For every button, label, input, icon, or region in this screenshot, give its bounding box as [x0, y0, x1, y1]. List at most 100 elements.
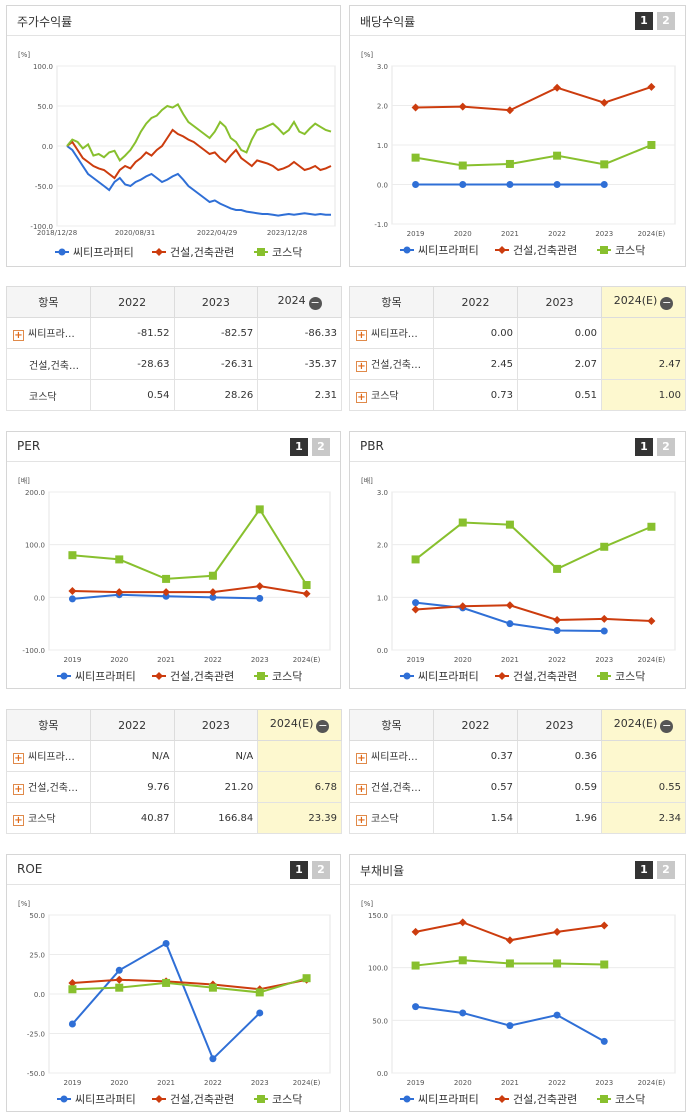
data-point-citi	[553, 627, 561, 635]
x-tick-label: 2020/08/31	[115, 229, 155, 237]
expand-icon[interactable]: +	[356, 815, 367, 826]
page-1-button[interactable]: 1	[290, 861, 308, 879]
table-cell: -82.57	[173, 317, 259, 349]
expand-icon[interactable]: +	[13, 784, 24, 795]
y-tick-label: -25.0	[27, 1031, 45, 1039]
x-tick-label: 2020	[110, 656, 128, 664]
table-cell: N/A	[173, 740, 259, 772]
table-header-cell: 항목	[349, 286, 434, 318]
y-tick-label: 1.0	[377, 142, 388, 150]
data-point-kosdaq	[553, 151, 562, 160]
collapse-icon[interactable]: −	[660, 719, 674, 733]
table-cell: 40.87	[89, 802, 175, 834]
data-point-kosdaq	[208, 571, 217, 580]
row-name: 건설,건축…	[371, 360, 421, 371]
row-name-cell: + 코스닥	[6, 802, 91, 834]
x-tick-label: 2021	[501, 230, 519, 238]
expand-icon[interactable]: +	[356, 330, 367, 341]
data-point-citi	[68, 595, 76, 603]
x-tick-label: 2023	[251, 656, 269, 664]
expand-icon[interactable]: +	[13, 815, 24, 826]
table-cell: 2.47	[601, 348, 686, 380]
row-name: 씨티프라…	[28, 329, 75, 340]
panel-title: 배당수익률	[360, 15, 416, 29]
data-point-kosdaq	[458, 161, 467, 170]
table-cell: 6.78	[257, 771, 342, 803]
page-1-button[interactable]: 1	[635, 438, 653, 456]
table-header-row: 항목 2022 2023 2024−	[6, 286, 342, 318]
legend-marker-construction	[155, 248, 163, 256]
dividend-chart: [%] 3.0 2.0 1.0 0.0 -1.0 2019 2020 2021 2022 2023 2…	[350, 36, 685, 264]
debt-ratio-chart: [%] 150.0 100.0 50.0 0.0 2019 2020 2021 2022 2023…	[350, 885, 685, 1113]
data-point-construction	[553, 615, 562, 624]
series-line-construction	[415, 604, 652, 623]
data-point-kosdaq	[302, 974, 311, 983]
table-cell: 2.07	[517, 348, 602, 380]
series-line-kosdaq	[414, 521, 652, 571]
y-tick-label: 100.0	[33, 63, 53, 71]
header-label: 2022	[461, 295, 490, 309]
row-name-cell: + 건설,건축…	[349, 348, 434, 380]
expand-icon[interactable]: +	[356, 784, 367, 795]
page-2-button[interactable]: 2	[312, 438, 330, 456]
data-point-citi	[506, 1022, 514, 1030]
row-name-cell: + 코스닥	[349, 802, 434, 834]
x-tick-label: 2022	[204, 656, 222, 664]
table-cell: -28.63	[89, 348, 175, 380]
y-tick-label: 100.0	[25, 542, 45, 550]
table-row: + 씨티프라… -81.52 -82.57 -86.33	[6, 317, 342, 349]
expand-icon[interactable]: +	[13, 330, 24, 341]
header-label: 2023	[201, 295, 230, 309]
data-point-kosdaq	[162, 574, 171, 583]
page-1-button[interactable]: 1	[635, 12, 653, 30]
table-header-cell: 항목	[349, 709, 434, 741]
row-name-cell: 코스닥	[6, 379, 91, 411]
data-point-construction	[162, 588, 171, 597]
y-tick-label: -100.0	[30, 223, 53, 231]
page-2-button[interactable]: 2	[657, 438, 675, 456]
expand-icon[interactable]: +	[356, 361, 367, 372]
data-point-construction	[553, 83, 562, 92]
y-tick-label: -100.0	[22, 647, 45, 655]
panel-header: PBR 1 2	[350, 432, 685, 462]
table-cell: 0.00	[517, 317, 602, 349]
collapse-icon[interactable]: −	[308, 296, 322, 310]
legend-label-construction: 건설,건축관련	[170, 1093, 234, 1106]
table-header-cell: 2022	[89, 286, 175, 318]
expand-icon[interactable]: +	[13, 753, 24, 764]
header-label: 2022	[118, 295, 147, 309]
page-1-button[interactable]: 1	[635, 861, 653, 879]
table-cell: 1.54	[433, 802, 518, 834]
page-2-button[interactable]: 2	[657, 12, 675, 30]
x-tick-label: 2019	[407, 230, 425, 238]
data-point-construction	[505, 106, 514, 115]
x-tick-label: 2024(E)	[638, 656, 666, 664]
expand-icon[interactable]: +	[356, 392, 367, 403]
page-2-button[interactable]: 2	[657, 861, 675, 879]
page-2-button[interactable]: 2	[312, 861, 330, 879]
table-cell: 9.76	[89, 771, 175, 803]
page-1-button[interactable]: 1	[290, 438, 308, 456]
y-tick-label: 0.0	[377, 647, 388, 655]
data-point-construction	[647, 617, 656, 626]
x-tick-label: 2021	[157, 1079, 175, 1087]
legend-label-construction: 건설,건축관련	[513, 1093, 577, 1106]
data-point-citi	[209, 593, 217, 601]
y-tick-label: 50.0	[29, 912, 45, 920]
data-point-construction	[115, 975, 124, 984]
data-point-kosdaq	[302, 581, 311, 590]
data-point-construction	[505, 601, 514, 610]
collapse-icon[interactable]: −	[316, 719, 330, 733]
row-name-cell: + 씨티프라…	[349, 740, 434, 772]
legend-label-citi: 씨티프라퍼티	[75, 1093, 136, 1106]
data-point-construction	[68, 587, 77, 596]
collapse-icon[interactable]: −	[660, 296, 674, 310]
x-tick-label: 2019	[407, 656, 425, 664]
dividend-table: 항목 2022 2023 2024(E) − + 씨티프라… 0.00 0.00 + 건설,건축… 2…	[349, 286, 686, 411]
legend-label-construction: 건설,건축관련	[513, 670, 577, 683]
legend-marker-construction	[155, 1095, 163, 1103]
pbr-table: 항목 2022 2023 2024(E) − + 씨티프라… 0.37 0.36 + 건설,건축… 0…	[349, 709, 686, 834]
expand-icon[interactable]: +	[356, 753, 367, 764]
data-point-citi	[459, 181, 467, 188]
y-tick-label: 25.0	[29, 952, 45, 960]
